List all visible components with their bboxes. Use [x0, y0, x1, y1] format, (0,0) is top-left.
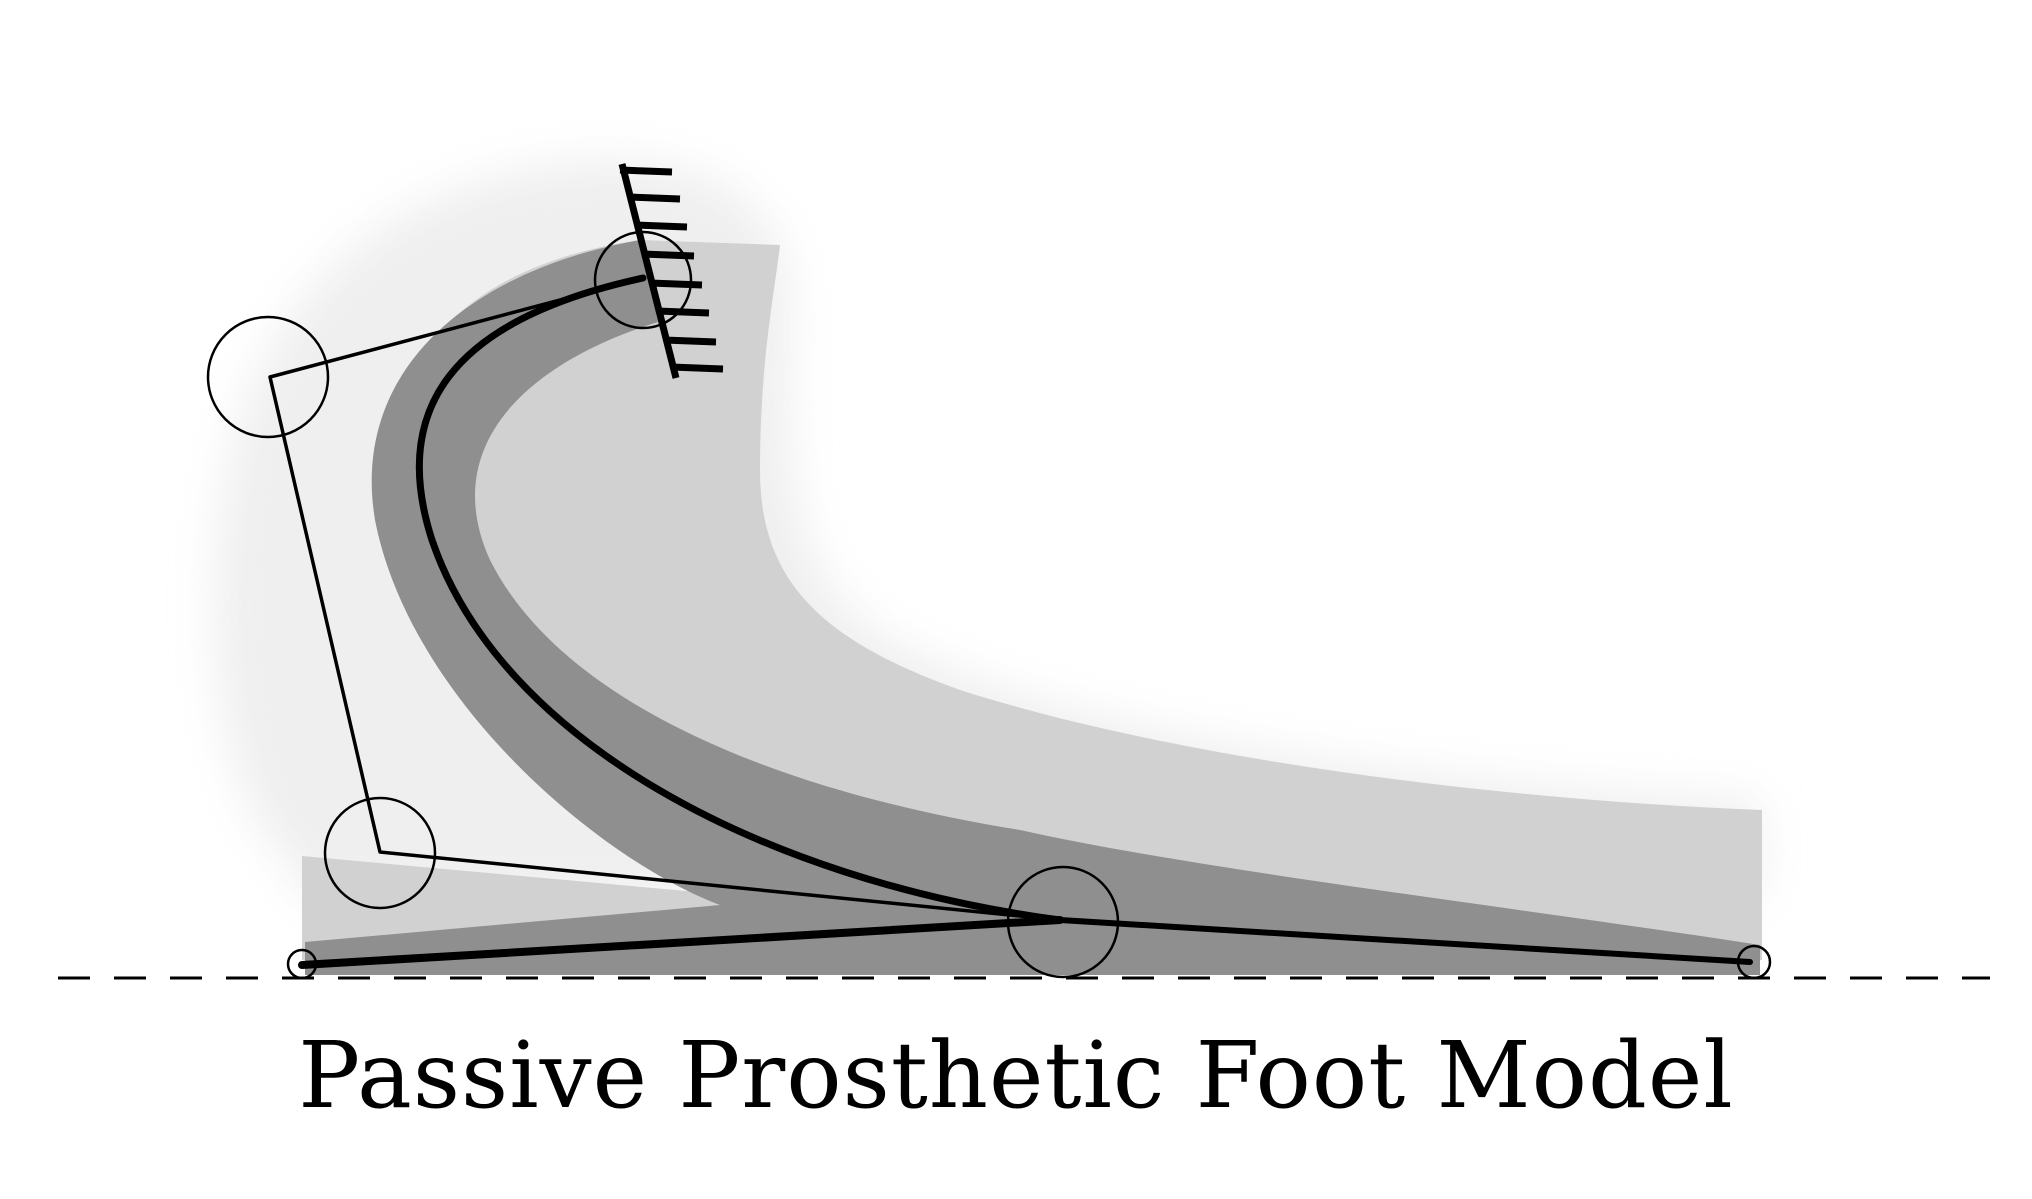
- figure-caption: Passive Prosthetic Foot Model: [298, 1022, 1734, 1129]
- mid-joint: [1006, 865, 1120, 979]
- keel-centerline: [415, 274, 1064, 924]
- flexible-keel-band: [305, 240, 1760, 975]
- heel-upper-joint: [206, 315, 330, 439]
- heel-lower-joint: [323, 796, 437, 910]
- sole-link-heel: [298, 916, 1064, 969]
- heel-linkage: [268, 276, 1061, 922]
- fixed-support-hatch: [618, 163, 724, 379]
- sole-link-toe: [1057, 917, 1753, 965]
- upper-joint: [593, 230, 693, 330]
